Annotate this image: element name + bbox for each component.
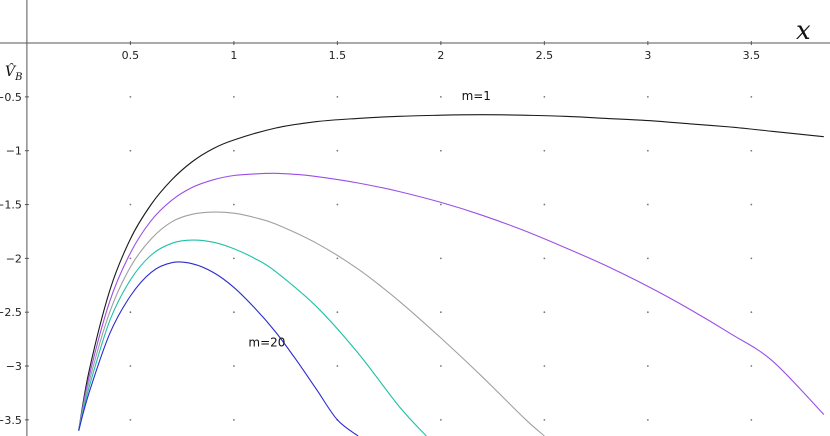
x-tick-label: 3 (644, 49, 651, 62)
grid-dot (646, 311, 649, 314)
y-tick-label: −2.5 (0, 306, 22, 319)
grid-dot (129, 149, 132, 152)
annotations: m=1 m=20 (248, 89, 491, 350)
grid-dot (232, 149, 235, 152)
grid-dot (750, 203, 753, 206)
grid-dot (439, 311, 442, 314)
grid-dot (336, 257, 339, 260)
grid-dot (543, 365, 546, 367)
grid-dot (129, 203, 132, 206)
grid-dot (543, 257, 546, 260)
grid-dot (543, 418, 546, 421)
grid-dots (129, 95, 753, 421)
series-line-5 (78, 261, 359, 436)
grid-dot (439, 95, 442, 98)
grid-dot (750, 418, 753, 421)
grid-dot (232, 311, 235, 314)
y-axis-title-sub: B (14, 72, 22, 83)
annotation-label: m=1 (462, 89, 491, 103)
grid-dot (750, 95, 753, 98)
grid-dot (336, 365, 339, 367)
grid-dot (232, 418, 235, 421)
grid-dot (129, 311, 132, 314)
y-axis-title: V̂B (5, 62, 22, 83)
y-axis-title-main: V̂ (5, 62, 17, 80)
grid-dot (439, 257, 442, 260)
y-ticks: −0.5 −1 −1.5 −2 −2.5 −3 −3.5 (0, 91, 29, 427)
grid-dot (129, 95, 132, 98)
grid-dot (543, 95, 546, 98)
x-tick-label: 2.5 (536, 49, 554, 62)
y-tick-label: −3 (6, 360, 22, 373)
x-axis-title: x (796, 16, 811, 46)
grid-dot (646, 95, 649, 98)
grid-dot (646, 203, 649, 206)
y-tick-label: −0.5 (0, 91, 22, 104)
grid-dot (439, 203, 442, 206)
grid-dot (439, 418, 442, 421)
series-group (78, 114, 825, 436)
series-line-3 (78, 211, 545, 436)
series-line-4 (78, 239, 427, 436)
x-tick-label: 1.5 (329, 49, 347, 62)
grid-dot (646, 149, 649, 152)
grid-dot (336, 203, 339, 206)
grid-dot (336, 149, 339, 152)
grid-dot (646, 365, 649, 367)
grid-dot (750, 257, 753, 260)
x-ticks: 0.5 1 1.5 2 2.5 3 3.5 (122, 41, 760, 62)
x-tick-label: 2 (437, 49, 444, 62)
y-tick-label: −1 (6, 145, 22, 158)
grid-dot (232, 95, 235, 98)
grid-dot (439, 365, 442, 367)
grid-dot (543, 203, 546, 206)
annotation-label: m=20 (248, 336, 285, 350)
grid-dot (750, 149, 753, 152)
grid-dot (336, 95, 339, 98)
grid-dot (646, 418, 649, 421)
grid-dot (439, 149, 442, 152)
grid-dot (232, 257, 235, 260)
x-tick-label: 1 (230, 49, 237, 62)
series-line-1 (78, 114, 824, 431)
grid-dot (543, 149, 546, 152)
series-line-2 (78, 172, 825, 431)
grid-dot (232, 203, 235, 206)
grid-dot (646, 257, 649, 260)
y-tick-label: −3.5 (0, 414, 22, 427)
grid-dot (129, 257, 132, 260)
grid-dot (232, 365, 235, 367)
grid-dot (129, 418, 132, 421)
x-tick-label: 0.5 (122, 49, 140, 62)
grid-dot (336, 311, 339, 314)
y-tick-label: −1.5 (0, 199, 22, 212)
y-tick-label: −2 (6, 252, 22, 265)
grid-dot (543, 311, 546, 314)
grid-dot (750, 311, 753, 314)
grid-dot (129, 365, 132, 367)
x-tick-label: 3.5 (743, 49, 761, 62)
grid-dot (750, 365, 753, 367)
